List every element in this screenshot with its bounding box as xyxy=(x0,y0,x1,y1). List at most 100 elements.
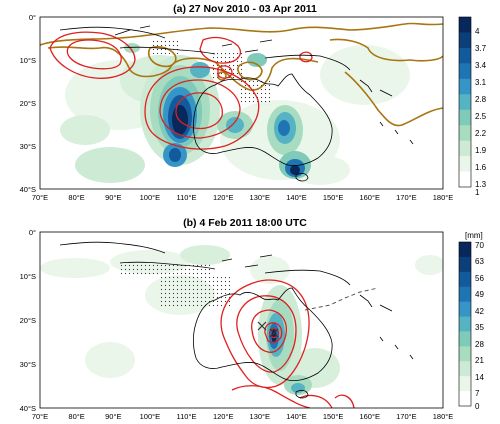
panel-b-markers xyxy=(257,321,279,338)
lon-label: 150°E xyxy=(323,412,344,421)
panel-b-dashed-line xyxy=(304,287,379,311)
lon-label: 160°E xyxy=(359,193,380,202)
panel-b-lon-labels: 70°E 80°E 90°E 100°E 110°E 120°E 130°E 1… xyxy=(32,412,453,421)
lat-label: 10°S xyxy=(20,272,36,281)
colorbar-swatch xyxy=(459,242,471,258)
colorbar-label: 49 xyxy=(475,290,484,299)
panel-a: (a) 27 Nov 2010 - 03 Apr 2011 xyxy=(20,3,487,202)
panel-b: (b) 4 Feb 2011 18:00 UTC xyxy=(20,217,485,421)
colorbar-label: 2.2 xyxy=(475,129,487,138)
panel-a-frame xyxy=(39,16,444,190)
colorbar-label: 1.9 xyxy=(475,146,487,155)
lat-label: 20°S xyxy=(20,99,36,108)
lon-label: 90°E xyxy=(105,193,121,202)
panel-a-title: (a) 27 Nov 2010 - 03 Apr 2011 xyxy=(173,3,317,15)
colorbar-swatch xyxy=(459,391,471,407)
colorbar-swatch xyxy=(459,32,471,49)
colorbar-label: 70 xyxy=(475,241,484,250)
colorbar-label: 42 xyxy=(475,307,484,316)
colorbar-swatch xyxy=(459,63,471,80)
lon-label: 140°E xyxy=(286,412,307,421)
cross-marker xyxy=(257,321,267,331)
lon-label: 180°E xyxy=(433,193,454,202)
panel-a-red-contours xyxy=(49,31,313,150)
lon-label: 130°E xyxy=(250,412,271,421)
lon-label: 130°E xyxy=(250,193,271,202)
colorbar-unit: [mm] xyxy=(465,231,483,240)
lon-label: 110°E xyxy=(177,193,197,202)
panel-b-lat-labels: 0° 10°S 20°S 30°S 40°S xyxy=(20,228,36,413)
colorbar-swatch xyxy=(459,109,471,126)
panel-b-colorbar-labels: 70 63 56 49 42 35 28 21 14 7 0 xyxy=(475,241,484,411)
colorbar-swatch xyxy=(459,331,471,347)
colorbar-swatch xyxy=(459,17,471,33)
panel-b-map xyxy=(40,232,443,408)
panel-a-colorbar: 4 3.7 3.4 3.1 2.8 2.5 2.2 1.9 1.6 1.3 1 xyxy=(458,16,487,197)
lon-label: 90°E xyxy=(105,412,121,421)
colorbar-label: 3.7 xyxy=(475,44,487,53)
colorbar-swatch xyxy=(459,256,471,273)
lon-label: 180°E xyxy=(433,412,454,421)
lon-label: 150°E xyxy=(323,193,344,202)
panel-b-colorbar: [mm] 70 63 56 49 42 35 28 21 14 7 0 xyxy=(458,231,484,411)
panel-b-coastline xyxy=(59,241,414,399)
colorbar-swatch xyxy=(459,171,471,188)
panel-a-brown-contours xyxy=(40,22,443,127)
colorbar-label: 63 xyxy=(475,257,484,266)
lat-label: 0° xyxy=(29,228,36,237)
lon-label: 80°E xyxy=(68,193,84,202)
panel-a-map xyxy=(40,17,443,189)
colorbar-label: 2.8 xyxy=(475,95,487,104)
panel-a-lon-labels: 70°E 80°E 90°E 100°E 110°E 120°E 130°E 1… xyxy=(32,193,453,202)
lon-label: 170°E xyxy=(396,412,417,421)
colorbar-label: 7 xyxy=(475,389,480,398)
colorbar-swatch xyxy=(459,376,471,392)
colorbar-label: 2.5 xyxy=(475,112,487,121)
lat-label: 10°S xyxy=(20,56,36,65)
colorbar-label: 35 xyxy=(475,323,484,332)
colorbar-swatch xyxy=(459,361,471,377)
lat-label: 30°S xyxy=(20,142,36,151)
colorbar-swatch xyxy=(459,140,471,157)
lon-label: 160°E xyxy=(359,412,380,421)
colorbar-label: 14 xyxy=(475,373,484,382)
lon-label: 80°E xyxy=(68,412,84,421)
colorbar-swatch xyxy=(459,271,471,288)
lon-label: 100°E xyxy=(140,193,161,202)
panel-a-shading xyxy=(60,43,410,185)
colorbar-label: 1.6 xyxy=(475,163,487,172)
panel-b-red-contours xyxy=(220,279,355,408)
panel-a-coastline xyxy=(59,25,414,182)
colorbar-swatch xyxy=(459,346,471,362)
colorbar-label: 1.3 xyxy=(475,180,487,189)
panel-b-title: (b) 4 Feb 2011 18:00 UTC xyxy=(183,217,307,229)
lon-label: 120°E xyxy=(213,193,234,202)
lat-label: 40°S xyxy=(20,404,36,413)
colorbar-label: 56 xyxy=(475,274,484,283)
colorbar-label: 4 xyxy=(475,27,480,36)
panel-b-stippling xyxy=(120,263,230,307)
lat-label: 0° xyxy=(29,13,36,22)
colorbar-label: 28 xyxy=(475,340,484,349)
colorbar-label: 3.1 xyxy=(475,78,487,87)
lon-label: 140°E xyxy=(286,193,307,202)
lat-label: 30°S xyxy=(20,360,36,369)
colorbar-swatch xyxy=(459,78,471,95)
lon-label: 170°E xyxy=(396,193,417,202)
lat-label: 40°S xyxy=(20,185,36,194)
lon-label: 70°E xyxy=(32,412,48,421)
colorbar-swatch xyxy=(459,125,471,142)
colorbar-swatch xyxy=(459,94,471,111)
panel-a-colorbar-labels: 4 3.7 3.4 3.1 2.8 2.5 2.2 1.9 1.6 1.3 1 xyxy=(475,27,487,197)
colorbar-swatch xyxy=(459,156,471,172)
lon-label: 100°E xyxy=(140,412,161,421)
colorbar-swatch xyxy=(459,47,471,64)
colorbar-label: 21 xyxy=(475,356,484,365)
colorbar-swatch xyxy=(459,286,471,303)
panel-a-colorbar-swatches xyxy=(459,17,471,188)
colorbar-label: 1 xyxy=(475,188,480,197)
lon-label: 110°E xyxy=(177,412,197,421)
colorbar-swatch xyxy=(459,316,471,332)
colorbar-label: 0 xyxy=(475,402,480,411)
